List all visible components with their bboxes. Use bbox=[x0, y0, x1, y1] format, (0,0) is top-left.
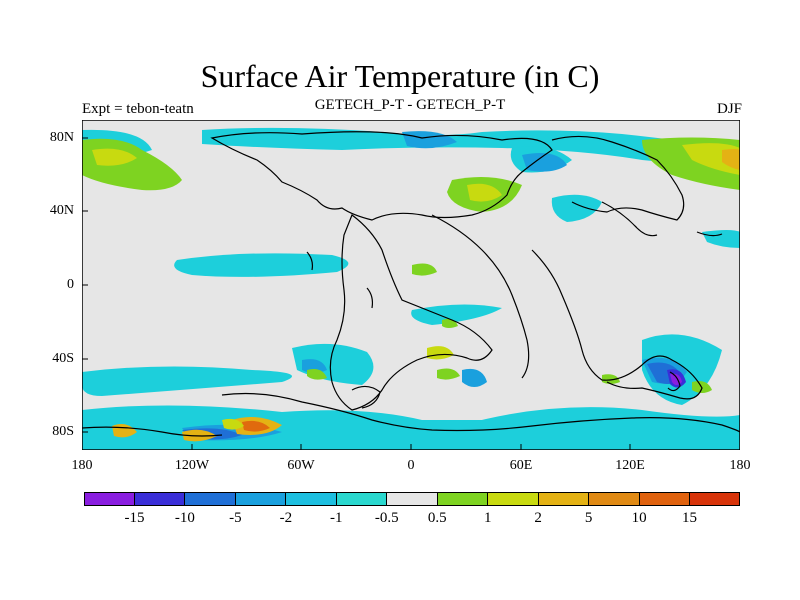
colorbar-swatch-9 bbox=[538, 492, 590, 506]
colorbar-swatch-4 bbox=[286, 492, 337, 506]
colorbar-swatch-5 bbox=[336, 492, 388, 506]
map-background bbox=[82, 120, 740, 450]
colorbar-label-8: 2 bbox=[534, 510, 542, 526]
colorbar-label-2: -5 bbox=[229, 510, 242, 526]
colorbar-swatch-3 bbox=[235, 492, 287, 506]
colorbar-label-9: 5 bbox=[584, 510, 593, 526]
colorbar-label-5: -0.5 bbox=[374, 510, 399, 526]
lon-label-180e: 180 bbox=[729, 458, 751, 473]
lon-label-0: 0 bbox=[407, 458, 415, 473]
colorbar-swatch-0 bbox=[84, 492, 135, 506]
lat-label-80s: 80S bbox=[52, 424, 74, 439]
colorbar-swatch-11 bbox=[639, 492, 691, 506]
colorbar-swatch-1 bbox=[134, 492, 186, 506]
lat-label-40n: 40N bbox=[49, 203, 74, 218]
colorbar-swatch-10 bbox=[589, 492, 640, 506]
lon-label-120w: 120W bbox=[174, 458, 210, 473]
colorbar-swatch-8 bbox=[488, 492, 539, 506]
season-label: DJF bbox=[716, 101, 742, 117]
coastlines bbox=[82, 131, 740, 437]
lat-label-0: 0 bbox=[67, 277, 74, 292]
lon-label-60w: 60W bbox=[287, 458, 315, 473]
experiment-label: Expt = tebon-teatn bbox=[82, 101, 194, 117]
lat-label-40s: 40S bbox=[52, 351, 74, 366]
colorbar-label-11: 15 bbox=[682, 510, 698, 526]
lon-label-180w: 180 bbox=[71, 458, 93, 473]
cool-anomaly-regions bbox=[82, 127, 740, 450]
colorbar-swatch-7 bbox=[437, 492, 489, 506]
plot-title: Surface Air Temperature (in C) bbox=[200, 58, 600, 94]
colorbar-label-6: 0.5 bbox=[427, 510, 447, 526]
colorbar-swatch-6 bbox=[387, 492, 438, 506]
axis-ticks bbox=[82, 137, 631, 450]
colorbar-label-3: -2 bbox=[279, 510, 293, 526]
colorbar bbox=[84, 492, 740, 506]
colorbar-label-10: 10 bbox=[631, 510, 647, 526]
colorbar-label-1: -10 bbox=[174, 510, 195, 526]
colorbar-swatch-12 bbox=[690, 492, 740, 506]
colorbar-swatch-2 bbox=[185, 492, 236, 506]
lon-label-60e: 60E bbox=[509, 458, 533, 473]
colorbar-label-0: -15 bbox=[124, 510, 145, 526]
dataset-label: GETECH_P-T - GETECH_P-T bbox=[314, 97, 506, 113]
colorbar-label-7: 1 bbox=[483, 510, 492, 526]
warm-anomaly-regions bbox=[82, 137, 740, 442]
colorbar-label-4: -1 bbox=[330, 510, 343, 526]
lon-label-120e: 120E bbox=[615, 458, 645, 473]
lat-label-80n: 80N bbox=[49, 130, 74, 145]
temperature-map bbox=[82, 120, 740, 450]
